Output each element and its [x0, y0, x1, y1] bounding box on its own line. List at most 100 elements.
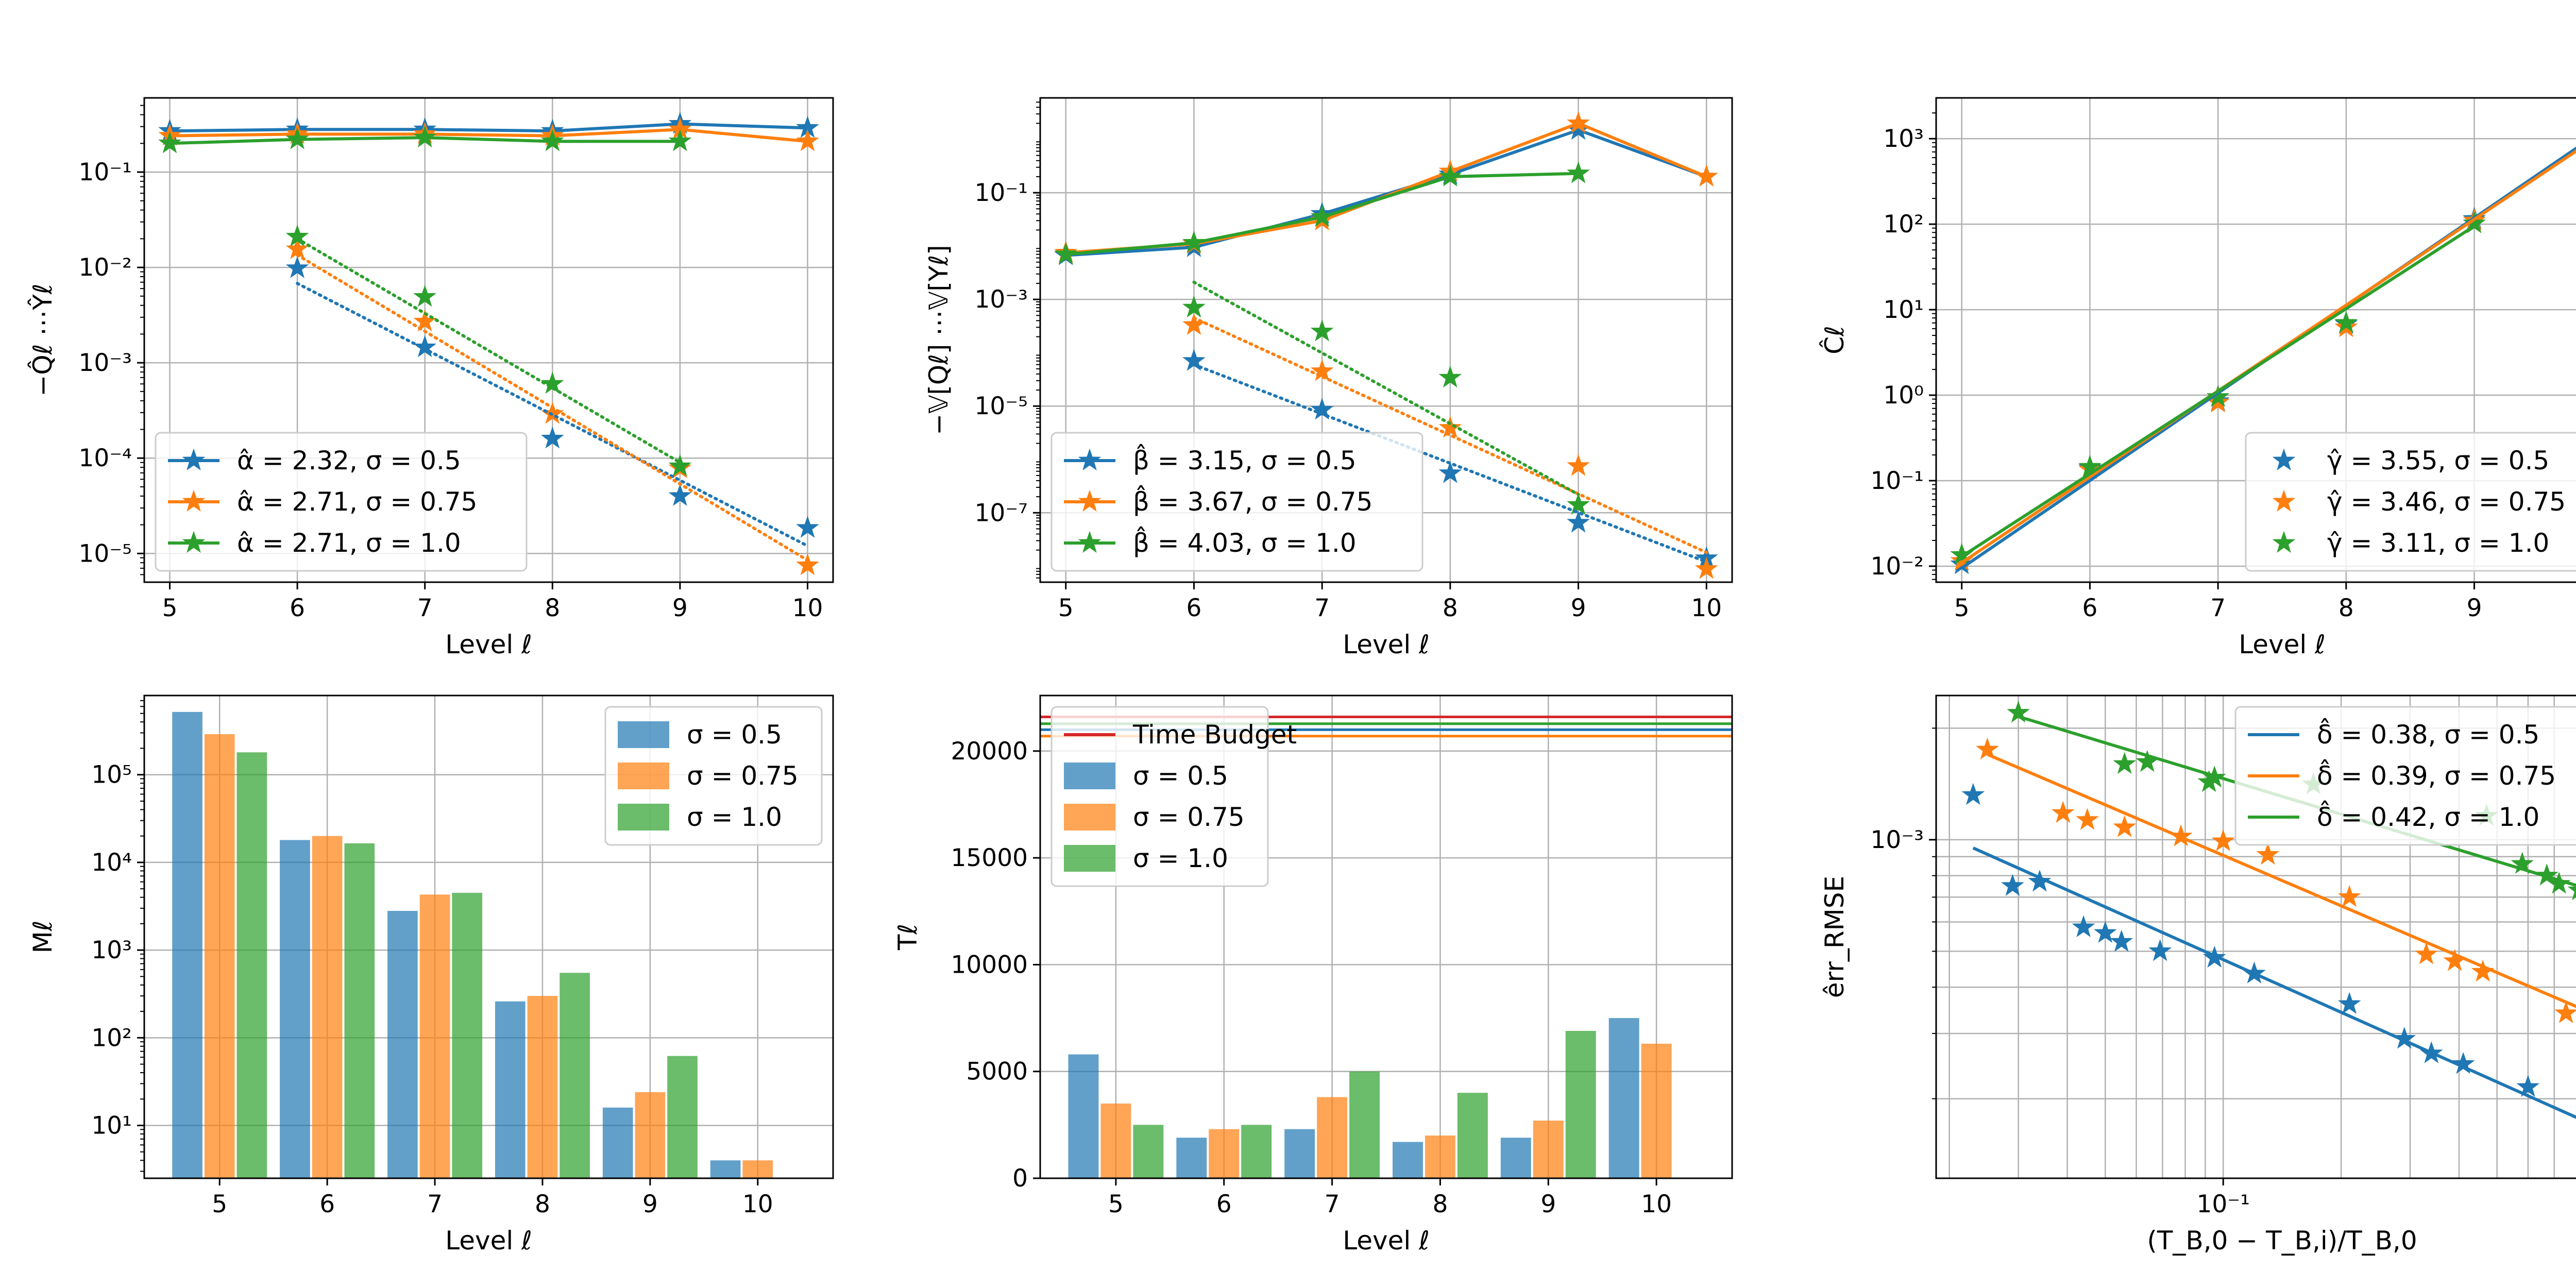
bar: [602, 1107, 633, 1178]
plot-frame: [143, 694, 834, 1179]
data-point: [1310, 205, 1334, 227]
data-point: [668, 454, 692, 477]
legend-marker: [2272, 531, 2296, 553]
data-point: [285, 224, 309, 247]
y-axis-label: Mℓ: [28, 921, 58, 954]
legend-label: α̂ = 2.71, σ = 1.0: [237, 528, 461, 558]
data-point: [1961, 783, 1985, 805]
x-tick-label: 8: [2338, 594, 2354, 622]
y-tick-label: 10⁴: [91, 849, 132, 877]
legend-box: [1050, 432, 1423, 572]
y-tick-label: 10³: [1883, 125, 1924, 153]
x-tick-label: 10: [1691, 594, 1722, 622]
data-point: [1182, 295, 1206, 318]
data-point: [2451, 1052, 2475, 1074]
legend-label: Time Budget: [1132, 720, 1297, 750]
data-point: [2463, 211, 2486, 233]
data-point: [2415, 942, 2438, 964]
data-point: [2206, 385, 2230, 407]
legend: σ = 0.5 σ = 0.75 σ = 1.0: [604, 706, 823, 846]
x-tick-label: 10⁻¹: [2196, 1190, 2249, 1218]
x-tick-label: 9: [1571, 594, 1586, 622]
data-point: [2028, 869, 2052, 892]
data-point: [285, 127, 309, 149]
y-tick-label: 10⁻³: [79, 349, 132, 377]
legend-label: σ = 1.0: [1133, 843, 1228, 873]
x-axis-label: (T_B,0 − T_B,i)/T_B,0: [2147, 1226, 2417, 1256]
x-tick-label: 7: [417, 594, 433, 622]
series-line: [296, 253, 809, 562]
legend-marker: [2272, 489, 2296, 512]
y-axis-label: Tℓ: [893, 924, 923, 951]
series-line: [296, 282, 809, 548]
data-point: [2334, 311, 2358, 333]
legend-marker: [182, 531, 206, 553]
bar: [667, 1056, 698, 1178]
y-tick-label: 0: [1012, 1164, 1028, 1193]
bar: [742, 1160, 773, 1178]
data-point: [796, 129, 819, 151]
legend-marker: [1078, 531, 1101, 553]
x-axis-label: Level ℓ: [445, 630, 532, 659]
legend-swatch: [1064, 845, 1115, 872]
data-point: [1310, 359, 1334, 381]
legend-label: β̂ = 4.03, σ = 1.0: [1133, 527, 1357, 558]
data-point: [2076, 808, 2099, 830]
bar: [1284, 1129, 1315, 1178]
legend-label: α̂ = 2.71, σ = 0.75: [237, 487, 477, 517]
bar: [560, 973, 590, 1178]
x-tick-label: 6: [290, 594, 305, 622]
y-axis-label: êrr_RMSE: [1820, 876, 1850, 998]
bar: [1641, 1043, 1672, 1178]
y-tick-label: 15000: [951, 844, 1028, 872]
bar: [527, 996, 558, 1178]
x-tick-label: 8: [1432, 1190, 1448, 1218]
legend: α̂ = 2.32, σ = 0.5 α̂ = 2.71, σ = 0.75 α̂ …: [155, 432, 528, 572]
x-axis-label: Level ℓ: [1343, 630, 1430, 659]
legend-box: [155, 432, 528, 572]
legend-label: α̂ = 2.32, σ = 0.5: [237, 446, 461, 476]
data-point: [1438, 461, 1462, 483]
legend-box: [2234, 706, 2576, 846]
series-line: [1961, 225, 2476, 558]
data-point: [413, 335, 437, 358]
bar: [1100, 1103, 1131, 1178]
bar: [1317, 1097, 1348, 1178]
x-tick-label: 9: [672, 594, 688, 622]
x-tick-label: 6: [1216, 1190, 1232, 1218]
data-point: [2471, 959, 2495, 982]
x-tick-label: 5: [162, 594, 178, 622]
x-axis-label: Level ℓ: [2239, 630, 2326, 659]
data-point: [2547, 872, 2571, 894]
data-point: [540, 129, 564, 151]
data-point: [413, 284, 437, 307]
legend-marker: [182, 489, 206, 512]
data-point: [2072, 915, 2095, 938]
bar: [452, 892, 483, 1178]
data-point: [2113, 815, 2137, 837]
bar: [1608, 1018, 1639, 1178]
plot-frame: [1039, 97, 1733, 583]
bar: [204, 734, 235, 1178]
data-point: [2110, 929, 2133, 952]
x-tick-label: 9: [642, 1190, 658, 1218]
legend-label: σ = 0.5: [687, 720, 782, 750]
data-point: [2113, 752, 2137, 774]
x-tick-label: 10: [1641, 1190, 1672, 1218]
x-tick-label: 5: [1954, 594, 1970, 622]
series-line: [1192, 363, 1708, 564]
data-point: [796, 516, 819, 538]
x-tick-label: 7: [2210, 594, 2226, 622]
y-tick-label: 10⁻⁵: [79, 539, 132, 568]
y-tick-label: 10²: [1883, 210, 1924, 239]
bar: [635, 1092, 666, 1178]
legend-marker: [182, 448, 206, 471]
y-tick-label: 10⁵: [91, 761, 132, 789]
data-point: [1976, 737, 1999, 760]
y-tick-label: 10⁻⁵: [975, 392, 1028, 420]
y-tick-label: 10⁻⁴: [79, 444, 132, 472]
legend-label: β̂ = 3.67, σ = 0.75: [1133, 485, 1372, 517]
legend-swatch: [618, 804, 669, 831]
legend-marker: [1078, 489, 1101, 512]
